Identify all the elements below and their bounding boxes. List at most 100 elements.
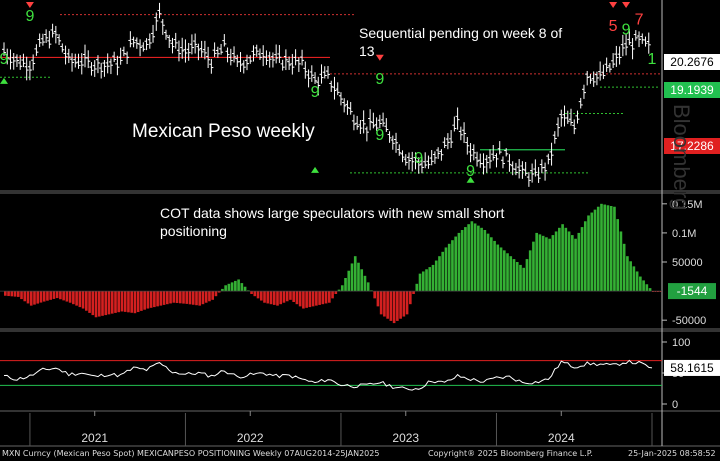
positioning-bar (499, 247, 503, 292)
positioning-bar (39, 291, 43, 303)
sequential-count-label: 9 (375, 127, 384, 144)
positioning-bar (143, 291, 146, 310)
positioning-bar (350, 263, 354, 292)
sell-arrow-icon (375, 54, 384, 61)
positioning-bar (65, 291, 69, 302)
positioning-bar (221, 288, 224, 292)
positioning-bar (486, 233, 490, 292)
positioning-bar (23, 291, 27, 302)
positioning-bar (285, 291, 289, 302)
price-level-value: 20.2676 (670, 55, 714, 69)
positioning-bar (52, 291, 56, 299)
positioning-bar (136, 291, 140, 313)
positioning-bar (59, 291, 62, 300)
x-tick-label: 2023 (392, 431, 419, 445)
positioning-bar (412, 291, 415, 294)
positioning-bar (101, 291, 104, 316)
positioning-bar (259, 291, 263, 301)
sequential-count-label: 5 (609, 18, 618, 35)
positioning-bar (525, 259, 529, 292)
positioning-bar (166, 291, 169, 305)
positioning-bar (97, 291, 101, 317)
positioning-panel[interactable]: 0.15M 0.1M 50000 -50000 -1544 (0, 199, 716, 327)
positioning-bar (506, 253, 509, 292)
positioning-bar (78, 291, 82, 308)
positioning-bar (363, 275, 367, 292)
positioning-bar (162, 291, 166, 305)
positioning-bar (357, 262, 360, 292)
positioning-bar (149, 291, 153, 308)
positioning-bar (622, 243, 626, 292)
positioning-bar (415, 283, 419, 292)
positioning-bar (561, 224, 564, 292)
positioning-bar (107, 291, 111, 315)
price-level-tag (664, 82, 720, 98)
positioning-bar (175, 291, 179, 304)
positioning-bar (75, 291, 78, 306)
positioning-bar (117, 291, 121, 313)
positioning-bar (454, 236, 457, 292)
positioning-bar (36, 291, 40, 304)
x-axis: 2021 2022 2023 2024 (29, 411, 653, 446)
sequential-count-label: 9 (25, 8, 34, 25)
positioning-bar (123, 291, 127, 312)
oscillator-panel[interactable]: 10050058.1615 (0, 337, 720, 411)
positioning-bar (616, 219, 619, 292)
positioning-bar (360, 269, 364, 292)
positioning-bar (396, 291, 399, 321)
positioning-bar (188, 291, 192, 305)
positioning-bar (282, 291, 286, 303)
positioning-bar (532, 241, 535, 292)
positioning-bar (425, 269, 428, 292)
positioning-bar (217, 291, 221, 293)
positioning-bar (276, 291, 279, 306)
positioning-bar (120, 291, 124, 312)
positioning-bar (619, 231, 623, 292)
positioning-bar (55, 291, 59, 299)
positioning-bar (558, 227, 561, 292)
positioning-bar (593, 209, 597, 292)
positioning-bar (434, 260, 438, 292)
positioning-bar (211, 291, 214, 300)
positioning-bar (224, 285, 227, 292)
positioning-bar (153, 291, 156, 308)
positioning-bar (447, 243, 451, 292)
positioning-bar (554, 231, 558, 292)
positioning-bar (315, 291, 318, 306)
positioning-bar (62, 291, 65, 301)
positioning-bar (7, 291, 10, 297)
positioning-bar (467, 224, 470, 292)
positioning-bar (42, 291, 46, 302)
sell-arrow-icon (609, 2, 618, 8)
cot-last-value-tag (668, 283, 716, 300)
sequential-count-label: 9 (466, 163, 475, 180)
positioning-bar (318, 291, 321, 305)
positioning-bar (340, 285, 344, 292)
positioning-bar (308, 291, 312, 308)
x-tick-label: 2022 (237, 431, 264, 445)
sequential-count-label: 9 (0, 51, 9, 68)
positioning-bar (596, 206, 600, 292)
positioning-bar (366, 282, 370, 292)
positioning-bar (496, 244, 500, 292)
positioning-bar (29, 291, 33, 306)
positioning-bar (545, 237, 548, 292)
positioning-bar (324, 291, 328, 304)
price-level-tag (664, 54, 720, 70)
positioning-bar (305, 291, 308, 308)
positioning-bar (85, 291, 88, 311)
positioning-bar (263, 291, 266, 303)
positioning-bar (331, 291, 334, 299)
sequential-count-label: 9 (622, 21, 631, 38)
footer-bar: MXN Curncy (Mexican Peso Spot) MEXICANPE… (0, 446, 720, 461)
positioning-bar (645, 284, 649, 292)
positioning-bar (389, 291, 393, 321)
positioning-bar (626, 256, 629, 292)
positioning-bar (502, 250, 506, 292)
oscillator-line (3, 359, 653, 391)
positioning-bar (198, 291, 202, 306)
positioning-bar (230, 282, 234, 292)
sequential-count-label: 9 (375, 71, 384, 88)
positioning-bar (172, 291, 176, 303)
